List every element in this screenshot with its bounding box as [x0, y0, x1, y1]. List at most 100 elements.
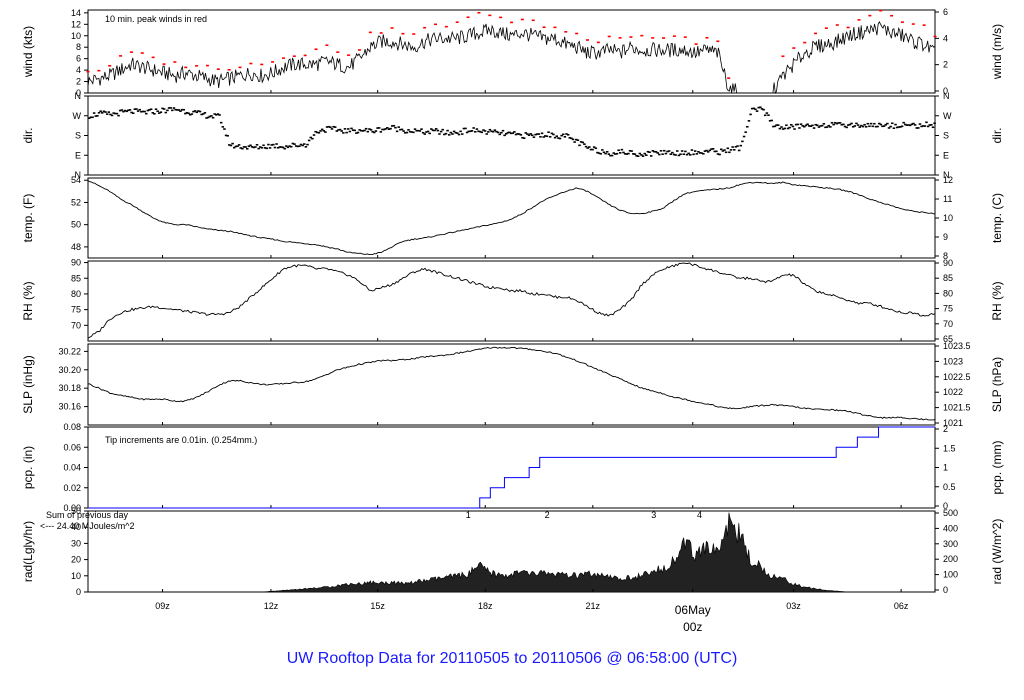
panel-1-rtick-label: E	[943, 150, 949, 160]
direction-point	[578, 144, 581, 147]
direction-point	[257, 147, 260, 150]
direction-point	[123, 109, 127, 112]
panel-2-rtick-label: 11	[943, 194, 952, 204]
direction-point	[133, 108, 137, 110]
wind-peak-mark	[672, 35, 676, 37]
direction-point	[565, 133, 568, 135]
direction-point	[672, 153, 676, 156]
direction-point	[807, 125, 811, 127]
direction-point	[127, 109, 130, 112]
direction-point	[91, 116, 94, 119]
direction-point	[584, 145, 588, 148]
direction-point	[480, 131, 484, 134]
direction-point	[755, 110, 759, 112]
panel-6-ltick-label: 40	[71, 522, 81, 532]
direction-point	[845, 126, 848, 129]
direction-point	[443, 133, 446, 136]
wind-peak-mark	[651, 37, 655, 39]
panel-2-ltick-label: 52	[71, 197, 81, 207]
direction-point	[848, 123, 852, 126]
direction-point	[830, 121, 834, 124]
direction-point	[923, 125, 927, 127]
direction-point	[806, 123, 809, 126]
direction-point	[208, 115, 212, 118]
direction-point	[765, 112, 769, 114]
direction-point	[781, 128, 785, 130]
direction-point	[487, 131, 490, 133]
wind-peak-mark	[835, 24, 839, 26]
direction-point	[193, 110, 197, 112]
panel-3-ltick-label: 90	[71, 258, 81, 268]
direction-point	[177, 109, 181, 111]
direction-point	[734, 146, 738, 148]
wind-peak-mark	[900, 21, 904, 23]
direction-point	[887, 127, 891, 129]
direction-point	[575, 138, 578, 141]
direction-point	[218, 114, 221, 116]
direction-point	[268, 147, 272, 149]
direction-point	[428, 132, 431, 135]
direction-point	[203, 112, 207, 114]
direction-point	[702, 152, 705, 155]
direction-point	[384, 128, 387, 130]
direction-point	[837, 122, 840, 124]
direction-point	[291, 142, 295, 145]
direction-point	[332, 125, 335, 128]
direction-point	[464, 127, 467, 130]
direction-point	[868, 125, 871, 128]
direction-point	[548, 136, 552, 138]
direction-point	[179, 110, 182, 112]
direction-point	[182, 108, 185, 111]
wind-peak-mark	[173, 61, 177, 63]
direction-point	[205, 117, 208, 119]
direction-point	[405, 131, 409, 134]
wind-peak-mark	[325, 44, 329, 47]
direction-point	[166, 109, 169, 112]
direction-point	[228, 144, 231, 146]
direction-point	[462, 127, 466, 130]
direction-point	[856, 124, 860, 126]
direction-point	[491, 130, 495, 133]
direction-point	[770, 119, 773, 122]
wind-peak-mark	[879, 9, 883, 12]
direction-point	[192, 110, 195, 113]
direction-point	[221, 126, 225, 128]
panel-2-frame	[87, 177, 936, 259]
rad-peak-marker: 2	[545, 510, 550, 520]
wind-peak-mark	[553, 26, 557, 29]
direction-point	[656, 152, 659, 154]
panel-5-ltick-label: 0.02	[63, 483, 81, 493]
direction-point	[241, 147, 244, 150]
rad-annotation-line2: <--- 24.40 MJoules/m^2	[40, 521, 135, 531]
wind-peak-mark	[423, 26, 427, 29]
direction-point	[307, 139, 311, 142]
wind-peak-mark	[814, 32, 818, 35]
direction-point	[478, 130, 482, 133]
direction-point	[669, 153, 672, 155]
direction-point	[920, 125, 923, 128]
direction-point	[215, 114, 218, 116]
wind-peak-mark	[249, 62, 253, 65]
chart-title: UW Rooftop Data for 20110505 to 20110506…	[286, 650, 738, 667]
direction-point	[131, 112, 135, 115]
rad-annotation-line1: Sum of previous day	[46, 510, 129, 520]
direction-point	[500, 131, 503, 134]
panel-0-rtick-label: 2	[943, 60, 948, 70]
direction-point	[540, 132, 544, 135]
direction-point	[167, 107, 171, 109]
panel-1-ylabel-right: dir.	[990, 127, 1004, 143]
wind-peak-mark	[586, 39, 590, 41]
direction-point	[557, 137, 560, 139]
direction-point	[407, 129, 410, 131]
wind-peak-mark	[390, 27, 394, 29]
panel-0-ltick-label: 14	[71, 8, 81, 18]
panel-5-ylabel-left: pcp. (in)	[21, 446, 35, 489]
direction-point	[503, 134, 506, 137]
direction-point	[632, 153, 635, 155]
wind-peak-mark	[846, 26, 850, 29]
direction-point	[555, 135, 558, 137]
direction-point	[320, 128, 324, 131]
panel-3-ltick-label: 85	[71, 273, 81, 283]
direction-point	[226, 134, 229, 137]
